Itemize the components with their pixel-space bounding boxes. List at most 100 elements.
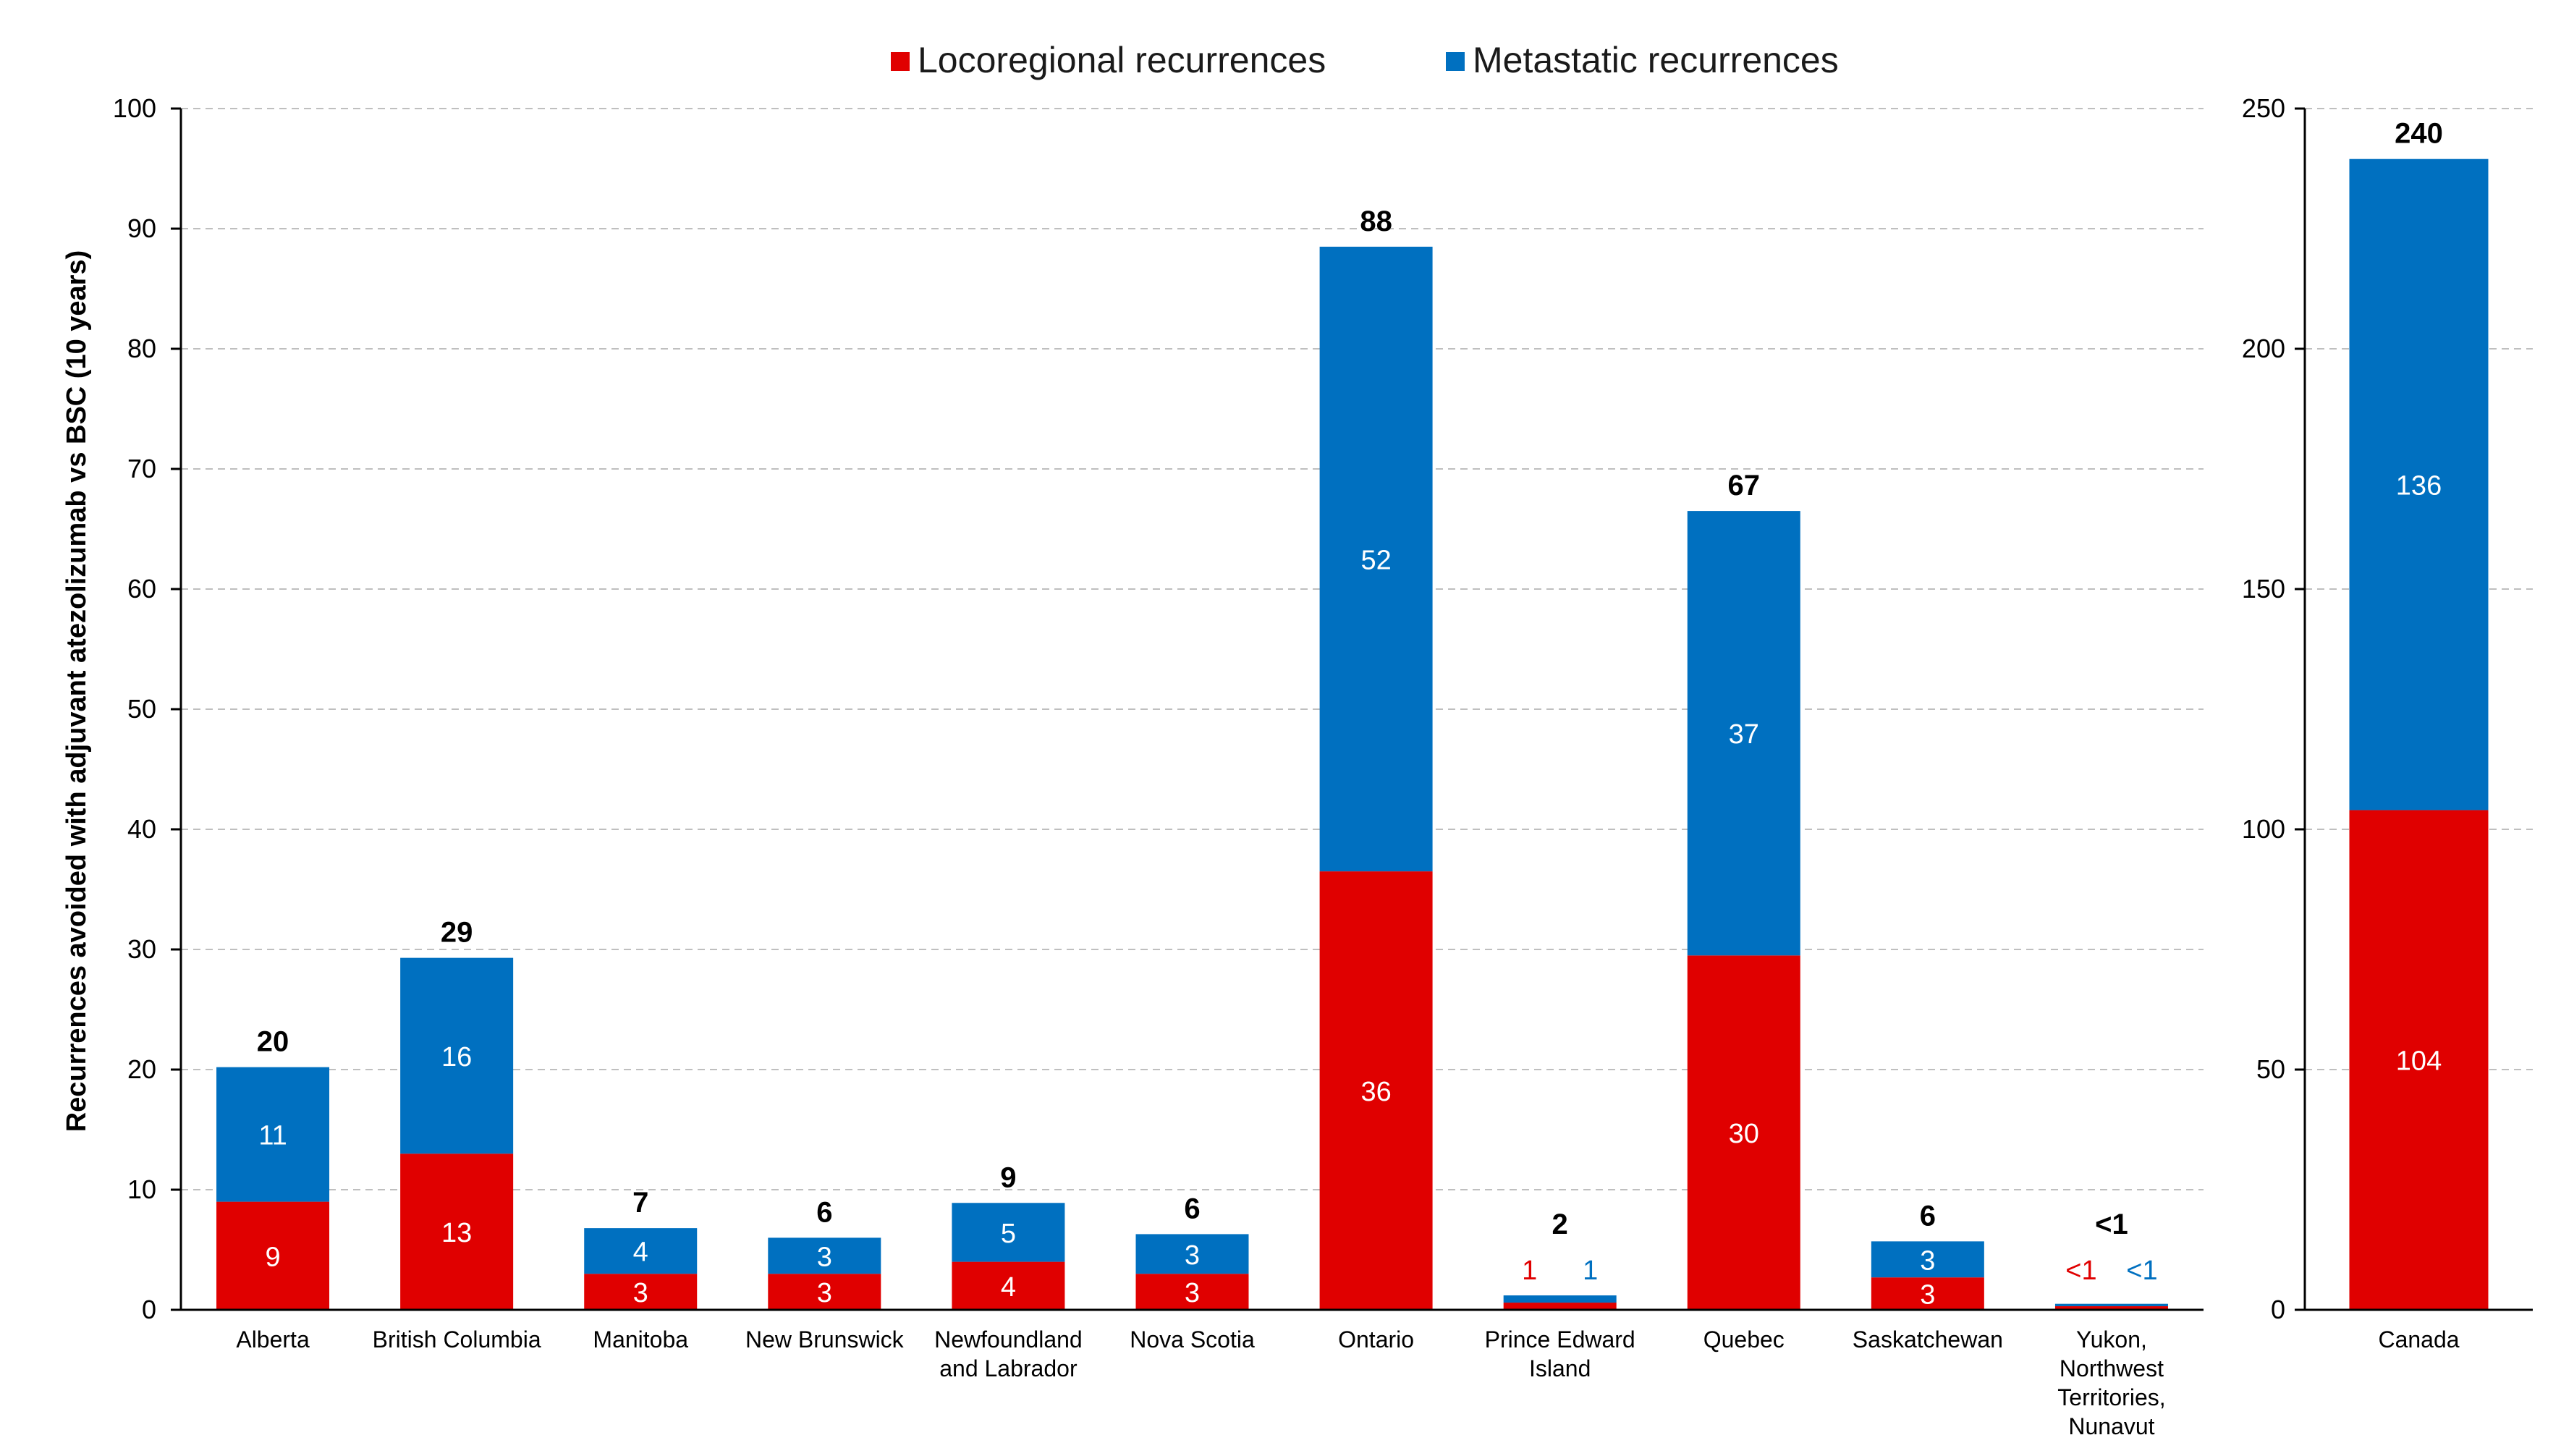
data-label-locoregional: 3	[1185, 1278, 1200, 1308]
bar-metastatic	[584, 1228, 698, 1274]
x-tick-label: Quebec	[1703, 1326, 1785, 1353]
bar-locoregional	[216, 1201, 330, 1310]
data-label-locoregional: 9	[265, 1242, 280, 1272]
y-tick-label: 250	[2242, 93, 2285, 123]
x-tick-label: New Brunswick	[745, 1326, 905, 1353]
data-label-total: 2	[1552, 1209, 1568, 1240]
data-label-metastatic: <1	[2126, 1256, 2157, 1286]
bar-metastatic	[768, 1237, 881, 1274]
data-label-locoregional: 3	[817, 1278, 832, 1308]
y-tick-label: 0	[142, 1295, 156, 1324]
y-axis-title: Recurrences avoided with adjuvant atezol…	[62, 250, 92, 1133]
y-tick-label: 100	[113, 93, 156, 123]
bar-metastatic	[1319, 246, 1433, 872]
y-tick-label: 150	[2242, 574, 2285, 604]
x-tick-label: Nova Scotia	[1130, 1326, 1255, 1353]
left-gridlines	[181, 108, 2204, 1190]
data-label-locoregional: 13	[441, 1218, 472, 1248]
x-tick-label: Alberta	[236, 1326, 310, 1353]
data-label-metastatic: 11	[258, 1121, 287, 1151]
data-label-metastatic: 3	[817, 1242, 832, 1272]
bar-metastatic	[1503, 1295, 1617, 1303]
y-tick-label: 30	[127, 934, 156, 964]
bar-locoregional	[400, 1154, 514, 1310]
y-tick-label: 80	[127, 334, 156, 363]
left-y-tick-labels: 0 10 20 30 40 50 60 70 80 90 100	[113, 93, 181, 1324]
bar-metastatic	[1687, 511, 1800, 956]
y-tick-label: 70	[127, 454, 156, 483]
bar-metastatic	[216, 1067, 330, 1202]
legend: Locoregional recurrences Metastatic recu…	[891, 40, 1839, 80]
legend-swatch-metastatic	[1446, 52, 1465, 71]
data-label-metastatic: 5	[1001, 1219, 1016, 1249]
y-tick-label: 50	[127, 694, 156, 724]
y-tick-label: 10	[127, 1174, 156, 1204]
data-label-total: 240	[2395, 118, 2443, 150]
data-label-metastatic: 3	[1920, 1245, 1935, 1276]
y-tick-label: 0	[2271, 1295, 2285, 1324]
data-label-metastatic: 16	[441, 1042, 472, 1072]
x-tick-label: Prince Edward Island	[1485, 1326, 1635, 1381]
data-label-locoregional: <1	[2065, 1256, 2096, 1286]
bar-locoregional	[2349, 810, 2489, 1310]
legend-swatch-locoregional	[891, 52, 910, 71]
bar-metastatic	[1135, 1234, 1249, 1274]
right-bars: 104 136 240	[2349, 118, 2489, 1310]
right-y-tick-labels: 0 50 100 150 200 250	[2242, 93, 2305, 1324]
data-label-total: 6	[1184, 1193, 1200, 1224]
right-x-tick-labels: Canada	[2378, 1326, 2459, 1353]
x-tick-label: Ontario	[1338, 1326, 1414, 1353]
x-tick-label: Newfoundland and Labrador	[934, 1326, 1083, 1381]
data-label-total: 88	[1360, 206, 1392, 237]
y-tick-label: 200	[2242, 334, 2285, 363]
bar-metastatic	[1871, 1241, 1984, 1278]
data-label-metastatic: 37	[1729, 719, 1759, 750]
data-label-locoregional: 3	[1920, 1280, 1935, 1311]
bar-locoregional	[2054, 1306, 2168, 1310]
bar-locoregional	[1503, 1303, 1617, 1310]
bar-locoregional	[1135, 1274, 1249, 1310]
data-label-metastatic: 136	[2396, 471, 2442, 501]
x-tick-label: British Columbia	[373, 1326, 541, 1353]
data-label-total: 7	[632, 1187, 648, 1219]
data-label-locoregional: 30	[1729, 1119, 1759, 1149]
x-tick-label: Canada	[2378, 1326, 2459, 1353]
bar-metastatic	[400, 957, 514, 1154]
x-tick-label: Manitoba	[593, 1326, 688, 1353]
bar-metastatic	[2349, 158, 2489, 810]
y-tick-label: 50	[2256, 1054, 2285, 1084]
bar-metastatic	[2054, 1303, 2168, 1307]
bar-metastatic	[952, 1203, 1065, 1262]
data-label-metastatic: 1	[1583, 1256, 1598, 1286]
data-label-total: 29	[441, 917, 473, 949]
x-tick-label: Yukon, Northwest Territories, Nunavut	[2057, 1326, 2165, 1439]
data-label-total: <1	[2095, 1209, 2128, 1240]
data-label-total: 6	[816, 1196, 832, 1228]
legend-label-metastatic: Metastatic recurrences	[1473, 40, 1839, 80]
data-label-locoregional: 4	[1001, 1272, 1016, 1303]
bar-locoregional	[952, 1261, 1065, 1310]
y-tick-label: 90	[127, 213, 156, 243]
data-label-total: 6	[1920, 1200, 1936, 1232]
bar-locoregional	[1871, 1277, 1984, 1310]
data-label-total: 20	[257, 1026, 289, 1058]
right-plot: 0 50 100 150 200 250 104 136 240 Canada	[2242, 93, 2533, 1353]
left-x-tick-labels: Alberta British Columbia Manitoba New Bruns…	[236, 1326, 2165, 1439]
y-tick-label: 60	[127, 574, 156, 604]
data-label-locoregional: 104	[2396, 1046, 2442, 1077]
bar-locoregional	[768, 1274, 881, 1310]
bar-locoregional	[1319, 871, 1433, 1310]
data-label-locoregional: 1	[1522, 1256, 1537, 1286]
legend-label-locoregional: Locoregional recurrences	[918, 40, 1326, 80]
bar-locoregional	[1687, 955, 1800, 1310]
data-label-total: 9	[1000, 1161, 1016, 1193]
data-label-metastatic: 4	[633, 1237, 648, 1268]
y-tick-label: 100	[2242, 814, 2285, 844]
y-tick-label: 20	[127, 1054, 156, 1084]
data-label-metastatic: 52	[1360, 546, 1391, 576]
data-label-locoregional: 36	[1360, 1077, 1391, 1107]
data-label-metastatic: 3	[1185, 1240, 1200, 1271]
